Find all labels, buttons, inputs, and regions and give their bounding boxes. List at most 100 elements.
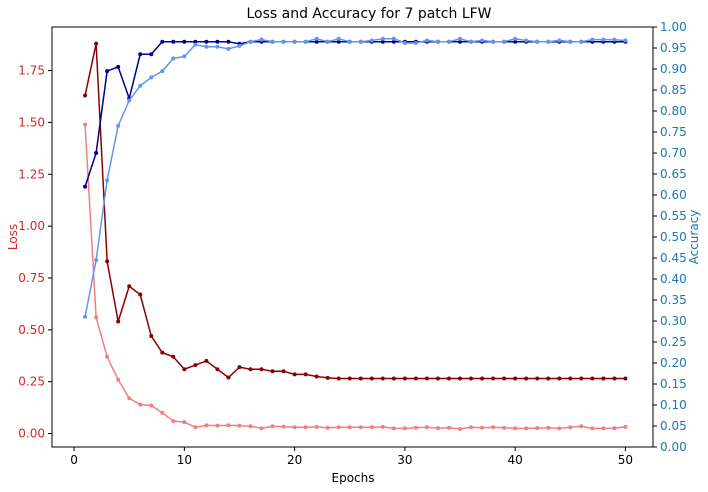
- train-loss-point: [94, 41, 99, 46]
- val-loss-point: [171, 419, 176, 424]
- train-acc-point: [226, 39, 231, 44]
- train-acc-point: [314, 39, 319, 44]
- val-acc-point: [446, 39, 451, 44]
- val-acc-point: [171, 56, 176, 61]
- train-loss-point: [193, 363, 198, 368]
- train-loss-point: [469, 376, 474, 381]
- val-acc-point: [391, 36, 396, 41]
- val-loss-point: [116, 377, 121, 382]
- train-loss-point: [413, 376, 418, 381]
- val-loss-point: [325, 425, 330, 430]
- train-loss-point: [204, 358, 209, 363]
- train-loss-point: [502, 376, 507, 381]
- train-loss-point: [259, 367, 264, 372]
- plot-frame: [51, 26, 654, 448]
- right-tick-label: 0.20: [660, 356, 687, 370]
- val-loss-point: [413, 425, 418, 430]
- train-loss-point: [215, 367, 220, 372]
- val-acc-point: [380, 36, 385, 41]
- val-loss-point: [491, 425, 496, 430]
- val-loss-point: [248, 424, 253, 429]
- val-acc-point: [435, 39, 440, 44]
- train-loss-point: [513, 376, 518, 381]
- val-acc-point: [204, 44, 209, 49]
- train-acc-point: [204, 39, 209, 44]
- val-loss-point: [347, 425, 352, 430]
- train-loss-point: [491, 376, 496, 381]
- train-loss-point: [237, 365, 242, 370]
- train-loss-point: [458, 376, 463, 381]
- val-loss-point: [480, 425, 485, 430]
- train-loss-point: [303, 372, 308, 377]
- right-tick-label: 0.45: [660, 251, 687, 265]
- val-acc-point: [469, 39, 474, 44]
- right-tick-label: 1.00: [660, 20, 687, 34]
- val-acc-point: [83, 314, 88, 319]
- val-acc-point: [94, 258, 99, 263]
- right-tick-label: 0.15: [660, 377, 687, 391]
- val-acc-point: [303, 39, 308, 44]
- val-acc-point: [424, 38, 429, 43]
- train-loss-point: [149, 334, 154, 339]
- val-acc-point: [193, 42, 198, 47]
- train-loss-point: [314, 374, 319, 379]
- val-acc-point: [502, 39, 507, 44]
- train-acc-point: [138, 52, 143, 57]
- val-acc-point: [105, 178, 110, 183]
- x-tick-label: 20: [287, 453, 302, 467]
- val-loss-point: [182, 420, 187, 425]
- val-acc-point: [524, 38, 529, 43]
- right-tick-label: 0.35: [660, 293, 687, 307]
- train-loss-point: [424, 376, 429, 381]
- val-loss-point: [259, 426, 264, 431]
- train-loss-point: [524, 376, 529, 381]
- val-loss-point: [469, 425, 474, 430]
- train-loss-point: [535, 376, 540, 381]
- train-loss-point: [325, 375, 330, 380]
- val-acc-point: [226, 46, 231, 51]
- val-loss-point: [303, 425, 308, 430]
- val-loss-point: [502, 425, 507, 430]
- val-loss-point: [204, 423, 209, 428]
- train-loss-point: [623, 376, 628, 381]
- val-acc-point: [182, 54, 187, 59]
- train-loss-point: [270, 369, 275, 374]
- val-loss-point: [579, 424, 584, 429]
- train-loss-point: [292, 372, 297, 377]
- val-loss-point: [546, 425, 551, 430]
- val-acc-point: [116, 123, 121, 128]
- left-tick-label: 0.25: [18, 375, 45, 389]
- train-loss-point: [347, 376, 352, 381]
- right-tick-label: 0.90: [660, 62, 687, 76]
- train-loss-point: [182, 367, 187, 372]
- train-loss-point: [380, 376, 385, 381]
- val-loss-point: [612, 426, 617, 431]
- val-acc-point: [623, 38, 628, 43]
- val-acc-point: [369, 38, 374, 43]
- train-acc-line: [84, 40, 626, 187]
- val-loss-point: [601, 426, 606, 431]
- val-loss-point: [314, 424, 319, 429]
- val-acc-point: [149, 75, 154, 80]
- val-acc-point: [160, 69, 165, 74]
- val-loss-line: [84, 124, 626, 430]
- train-acc-point: [182, 39, 187, 44]
- train-loss-point: [160, 350, 165, 355]
- train-loss-point: [402, 376, 407, 381]
- left-tick-label: 1.50: [18, 115, 45, 129]
- val-acc-point: [535, 39, 540, 44]
- train-acc-point: [94, 151, 99, 155]
- val-loss-point: [149, 403, 154, 408]
- right-tick-label: 0.85: [660, 83, 687, 97]
- train-acc-point: [380, 39, 385, 44]
- right-tick-label: 0.10: [660, 398, 687, 412]
- val-acc-point: [314, 36, 319, 41]
- right-tick-label: 0.60: [660, 188, 687, 202]
- val-loss-point: [358, 425, 363, 430]
- right-tick-label: 0.65: [660, 167, 687, 181]
- train-loss-point: [601, 376, 606, 381]
- val-acc-point: [579, 39, 584, 44]
- val-loss-point: [524, 426, 529, 431]
- left-axis: 0.00 0.25 0.50 0.75 1.00 1.25 1.50 1.75: [18, 64, 52, 441]
- train-acc-point: [336, 39, 341, 44]
